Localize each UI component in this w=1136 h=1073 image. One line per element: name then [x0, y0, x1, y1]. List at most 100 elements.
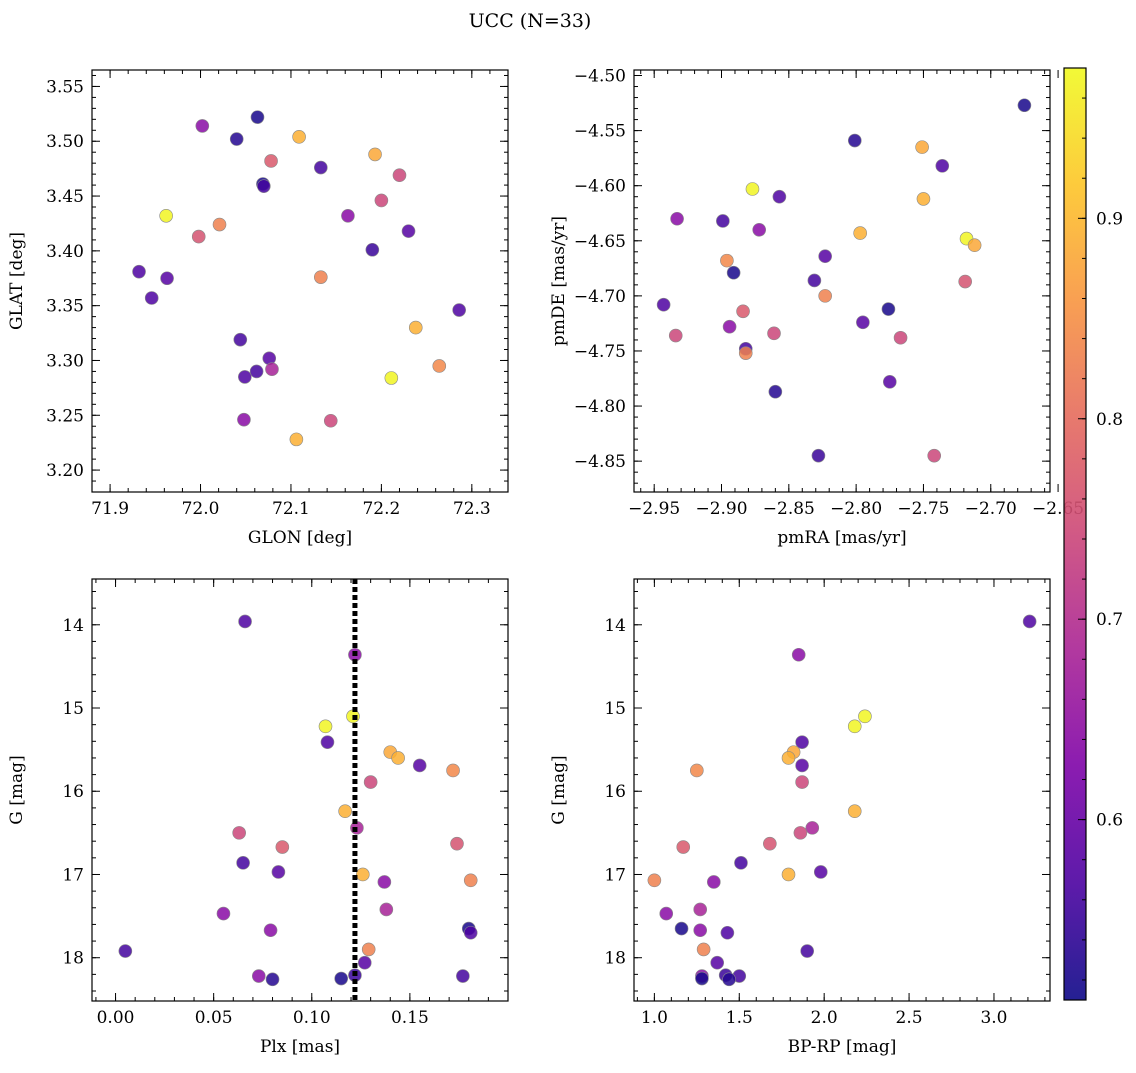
data-point [716, 214, 730, 228]
y-tick-label: −4.75 [574, 342, 626, 362]
plot-frame [91, 578, 509, 1002]
data-point [722, 319, 737, 334]
y-tick-label: 18 [62, 949, 84, 969]
data-point [195, 119, 210, 133]
y-tick-label: 15 [62, 699, 84, 719]
data-point [238, 614, 252, 629]
data-point [768, 384, 783, 399]
plot-marks [118, 614, 478, 987]
data-point [374, 193, 389, 208]
x-tick-label: 2.5 [896, 1008, 923, 1028]
y-axis-label: G [mag] [7, 755, 27, 824]
x-tick-label: 0.10 [293, 1008, 331, 1028]
y-tick-label: 16 [604, 782, 626, 802]
data-point [795, 735, 809, 749]
figure-title: UCC (N=33) [469, 10, 592, 32]
data-point [967, 238, 982, 252]
x-tick-label: 0.15 [391, 1008, 429, 1028]
x-tick-label: −2.70 [965, 499, 1017, 519]
plot-marks [647, 614, 1037, 987]
data-point [695, 971, 709, 986]
data-point [249, 364, 264, 379]
y-tick-label: 17 [62, 865, 84, 885]
data-point [847, 133, 862, 148]
data-point [720, 253, 734, 268]
data-point [368, 147, 382, 162]
data-point [676, 840, 691, 854]
data-point [800, 944, 814, 958]
y-tick-label: 3.40 [46, 242, 84, 262]
data-point [813, 865, 828, 879]
data-point [772, 189, 787, 204]
y-tick-label: −4.70 [574, 287, 626, 307]
data-point [379, 902, 394, 917]
data-point [710, 955, 725, 970]
data-point [847, 804, 862, 819]
x-tick-label: 72.2 [362, 499, 400, 519]
data-point [795, 758, 809, 773]
data-point [958, 274, 972, 289]
colorbar-gradient [1063, 67, 1087, 1001]
data-point [693, 923, 708, 938]
data-point [191, 229, 206, 244]
data-point [377, 875, 392, 889]
data-point [720, 925, 735, 940]
data-point [384, 371, 399, 385]
data-point [212, 217, 227, 232]
data-point [659, 906, 674, 921]
data-point [805, 821, 820, 835]
x-tick-label: 3.0 [980, 1008, 1007, 1028]
y-tick-label: 3.25 [46, 406, 84, 426]
data-point [263, 923, 278, 938]
x-tick-label: 1.0 [641, 1008, 668, 1028]
data-point [853, 226, 867, 240]
data-point [463, 925, 478, 940]
y-axis-label: GLAT [deg] [7, 232, 27, 330]
data-point [392, 168, 407, 183]
data-point [781, 867, 796, 882]
data-point [363, 775, 378, 789]
plot-marks [132, 110, 466, 447]
data-point [811, 448, 826, 463]
y-tick-label: 3.20 [46, 461, 84, 481]
data-point [450, 836, 464, 851]
data-point [257, 179, 271, 193]
y-axis-label: pmDE [mas/yr] [549, 216, 569, 346]
panel-sky-position: 71.9 72.0 72.1 72.2 72.3 3.20 3.25 3.30 3.35 3.40… [7, 69, 509, 548]
panel-parallax-magnitude: 0.00 0.05 0.10 0.15 14 15 16 17 18 Plx [mas] G [ma… [7, 578, 509, 1057]
data-point [726, 265, 741, 280]
data-point [341, 208, 355, 223]
data-point [738, 346, 753, 360]
data-point [818, 249, 832, 264]
colorbar-tick-label: 0.7 [1096, 610, 1123, 630]
data-point [463, 873, 478, 888]
data-point [238, 370, 252, 384]
colorbar-tick-label: 0.9 [1096, 209, 1123, 229]
data-point [882, 375, 897, 389]
colorbar-tick-label: 0.8 [1096, 410, 1123, 430]
data-point [690, 763, 704, 778]
y-tick-label: 14 [604, 616, 626, 636]
x-axis-label: GLON [deg] [248, 528, 352, 548]
data-point [401, 224, 416, 238]
y-axis-label: G [mag] [549, 755, 569, 824]
data-point [265, 972, 280, 987]
data-point [391, 751, 405, 765]
data-point [893, 330, 908, 345]
data-point [250, 110, 265, 124]
data-point [160, 271, 174, 286]
data-point [456, 969, 470, 983]
data-point [693, 902, 708, 917]
plot-frame [633, 69, 1051, 493]
x-tick-label: 2.0 [811, 1008, 838, 1028]
data-point [791, 647, 806, 662]
data-point [668, 328, 683, 343]
data-point [233, 332, 248, 347]
data-point [265, 362, 279, 377]
y-tick-label: −4.50 [574, 67, 626, 87]
data-point [763, 836, 777, 851]
data-point [858, 709, 872, 724]
data-point [271, 865, 286, 879]
data-point [935, 159, 950, 173]
